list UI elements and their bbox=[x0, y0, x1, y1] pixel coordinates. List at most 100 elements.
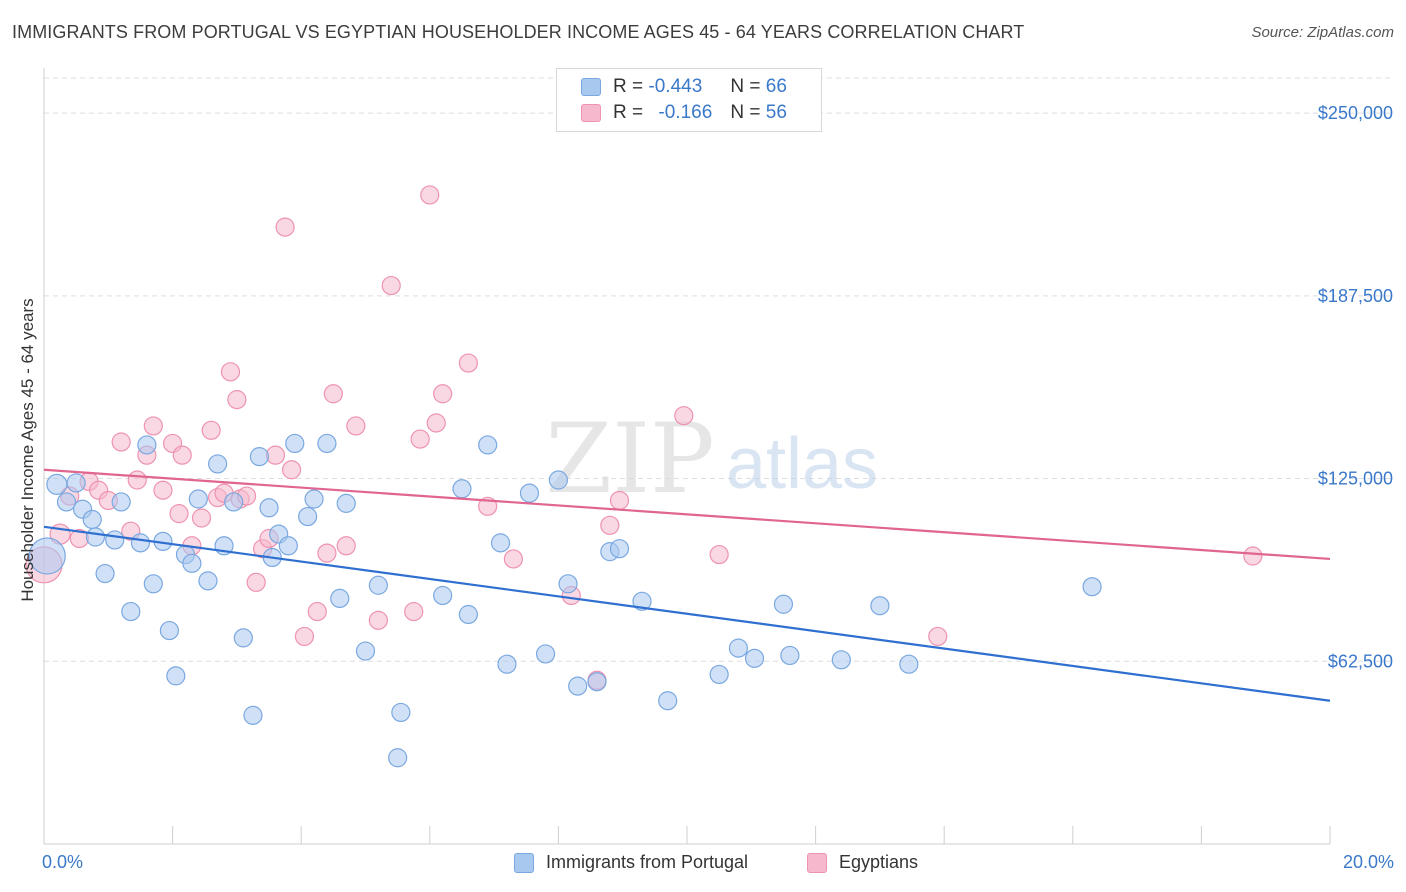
portugal-points bbox=[28, 433, 1102, 768]
portugal-point bbox=[304, 489, 324, 509]
legend-r-value: -0.443 bbox=[648, 76, 703, 97]
correlation-legend: R = -0.443 N = 66 R = -0.166 N = 56 bbox=[556, 68, 822, 132]
egyptians-point bbox=[336, 536, 356, 556]
portugal-point bbox=[548, 470, 569, 490]
y-tick-label: $62,500 bbox=[1328, 651, 1393, 671]
portugal-point bbox=[568, 676, 588, 696]
portugal-point bbox=[391, 702, 411, 723]
portugal-point bbox=[278, 536, 298, 556]
portugal-point bbox=[587, 672, 607, 692]
portugal-point bbox=[609, 539, 630, 559]
portugal-point bbox=[744, 648, 765, 668]
egyptians-point bbox=[1243, 546, 1263, 566]
egyptians-point bbox=[433, 384, 453, 404]
portugal-point bbox=[317, 433, 337, 454]
portugal-point bbox=[831, 650, 851, 670]
portugal-point bbox=[243, 705, 263, 725]
portugal-point bbox=[478, 435, 498, 455]
egyptians-point bbox=[458, 353, 478, 373]
egyptians-point bbox=[201, 420, 221, 440]
egyptians-point bbox=[281, 460, 302, 480]
legend-n-value: 66 bbox=[765, 76, 787, 97]
y-tick-label: $125,000 bbox=[1318, 469, 1393, 489]
watermark-atlas: atlas bbox=[726, 424, 878, 504]
egyptians-point bbox=[153, 480, 173, 500]
egyptians-point bbox=[307, 601, 327, 622]
legend-n-label: N = bbox=[730, 102, 761, 123]
portugal-point bbox=[85, 527, 106, 547]
egyptians-point bbox=[294, 626, 315, 647]
egyptians-point bbox=[227, 390, 247, 410]
egyptians-point bbox=[928, 626, 948, 647]
egyptians-point bbox=[220, 362, 241, 382]
portugal-point bbox=[452, 479, 472, 499]
portugal-point bbox=[519, 483, 540, 503]
portugal-point bbox=[56, 492, 77, 512]
portugal-point bbox=[368, 575, 388, 595]
legend-row-egyptians: R = -0.166 N = 56 bbox=[581, 101, 787, 125]
egyptians-point bbox=[381, 275, 401, 296]
x-tick-label-min: 0.0% bbox=[42, 852, 84, 872]
portugal-point bbox=[259, 498, 279, 518]
egyptians-point bbox=[674, 406, 694, 426]
watermark: ZIP atlas bbox=[545, 403, 878, 515]
portugal-point bbox=[188, 489, 208, 509]
egyptians-point bbox=[420, 185, 440, 205]
portugal-point bbox=[773, 594, 794, 614]
egyptians-point bbox=[426, 413, 446, 433]
gridlines bbox=[44, 77, 1394, 662]
legend-swatch-egyptians bbox=[807, 852, 827, 873]
portugal-point bbox=[558, 574, 578, 594]
portugal-point bbox=[46, 473, 68, 495]
portugal-point bbox=[497, 654, 517, 674]
egyptians-point bbox=[323, 384, 343, 404]
portugal-point bbox=[66, 473, 86, 493]
portugal-point bbox=[388, 748, 408, 768]
legend-r-label: R = bbox=[613, 76, 644, 97]
portugal-point bbox=[198, 571, 218, 591]
y-tick-label: $187,500 bbox=[1318, 286, 1393, 306]
egyptians-point bbox=[410, 429, 430, 449]
portugal-point bbox=[95, 563, 115, 584]
legend-n-label: N = bbox=[730, 76, 761, 97]
portugal-point bbox=[433, 585, 453, 606]
portugal-point bbox=[143, 574, 163, 594]
series-legend: Immigrants from Portugal Egyptians bbox=[0, 852, 1406, 876]
portugal-point bbox=[490, 533, 511, 553]
egyptians-trend-line bbox=[43, 468, 1331, 561]
portugal-point bbox=[28, 537, 66, 575]
portugal-point bbox=[159, 620, 179, 641]
egyptians-point bbox=[172, 445, 192, 465]
egyptians-point bbox=[265, 445, 286, 465]
egyptians-point bbox=[368, 610, 388, 630]
y-axis-label-wrap: Householder Income Ages 45 - 64 years bbox=[8, 260, 48, 640]
portugal-point bbox=[709, 664, 729, 685]
legend-item-portugal[interactable]: Immigrants from Portugal bbox=[514, 852, 748, 873]
portugal-point bbox=[298, 506, 318, 527]
portugal-point bbox=[870, 596, 890, 616]
egyptians-point bbox=[143, 416, 163, 436]
egyptians-point bbox=[317, 543, 337, 563]
legend-swatch-portugal bbox=[514, 852, 534, 873]
legend-r-value: -0.166 bbox=[658, 102, 713, 123]
portugal-point bbox=[336, 493, 356, 513]
egyptians-point bbox=[346, 416, 366, 436]
chart-title: IMMIGRANTS FROM PORTUGAL VS EGYPTIAN HOU… bbox=[12, 22, 1025, 42]
portugal-point bbox=[182, 553, 202, 573]
portugal-point bbox=[166, 666, 186, 686]
portugal-point bbox=[130, 533, 151, 553]
axes bbox=[43, 68, 1331, 845]
portugal-point bbox=[658, 691, 678, 711]
portugal-point bbox=[330, 588, 350, 609]
portugal-point bbox=[355, 641, 376, 661]
legend-item-egyptians[interactable]: Egyptians bbox=[807, 852, 918, 873]
portugal-point bbox=[111, 492, 131, 512]
portugal-point bbox=[82, 509, 102, 530]
source-note: Source: ZipAtlas.com bbox=[1251, 24, 1394, 41]
portugal-point bbox=[208, 454, 228, 474]
portugal-point bbox=[121, 601, 141, 622]
y-tick-labels: $62,500 $125,000 $187,500 $250,000 bbox=[1318, 103, 1393, 671]
y-tick-label: $250,000 bbox=[1318, 103, 1393, 123]
y-axis-label: Householder Income Ages 45 - 64 years bbox=[18, 298, 37, 602]
